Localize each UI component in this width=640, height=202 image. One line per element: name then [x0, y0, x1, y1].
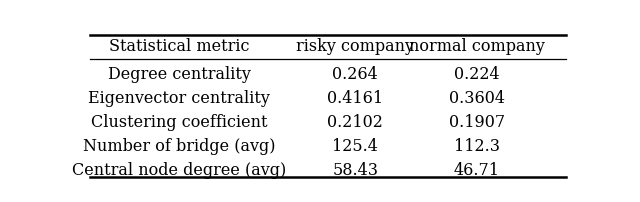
Text: Eigenvector centrality: Eigenvector centrality — [88, 90, 270, 107]
Text: 0.224: 0.224 — [454, 65, 500, 82]
Text: 125.4: 125.4 — [332, 138, 378, 155]
Text: 0.2102: 0.2102 — [327, 114, 383, 131]
Text: 0.1907: 0.1907 — [449, 114, 505, 131]
Text: Number of bridge (avg): Number of bridge (avg) — [83, 138, 275, 155]
Text: Statistical metric: Statistical metric — [109, 38, 250, 55]
Text: 0.4161: 0.4161 — [327, 90, 383, 107]
Text: Central node degree (avg): Central node degree (avg) — [72, 162, 286, 179]
Text: 46.71: 46.71 — [454, 162, 500, 179]
Text: 112.3: 112.3 — [454, 138, 500, 155]
Text: 0.264: 0.264 — [332, 65, 378, 82]
Text: 0.3604: 0.3604 — [449, 90, 505, 107]
Text: Clustering coefficient: Clustering coefficient — [91, 114, 268, 131]
Text: 58.43: 58.43 — [332, 162, 378, 179]
Text: risky company: risky company — [296, 38, 414, 55]
Text: normal company: normal company — [409, 38, 545, 55]
Text: Degree centrality: Degree centrality — [108, 65, 251, 82]
